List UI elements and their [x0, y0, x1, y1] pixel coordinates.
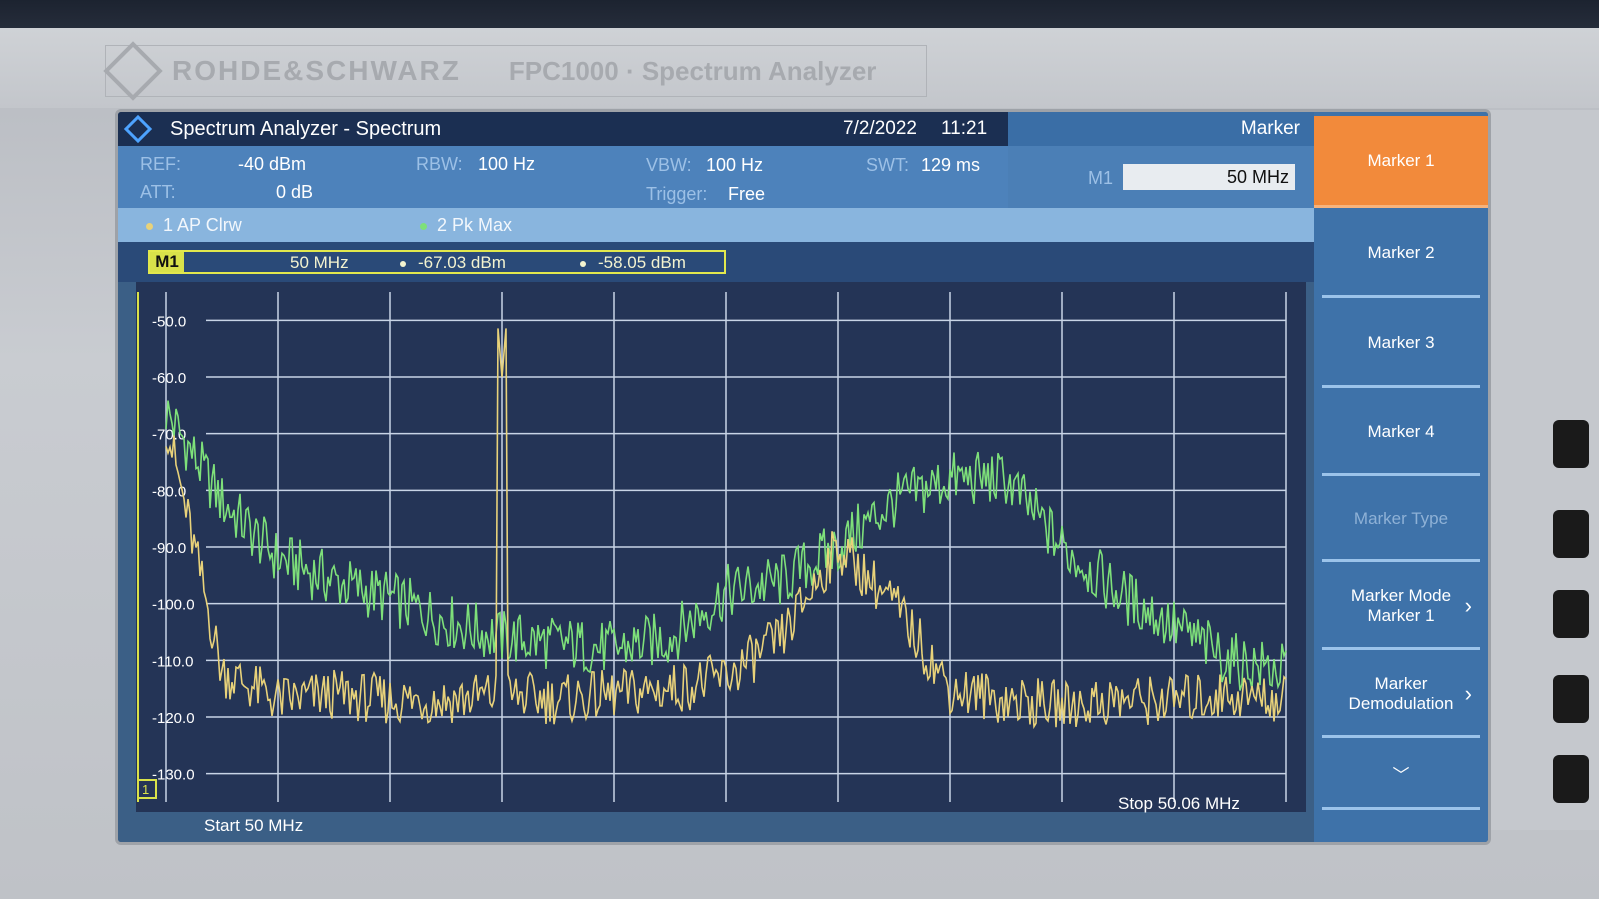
hardware-keypad	[1479, 110, 1599, 830]
trace-2-label: 2 Pk Max	[437, 215, 513, 235]
marker-readout[interactable]: M1 50 MHz -67.03 dBm -58.05 dBm	[148, 250, 726, 274]
trace-line-1	[165, 400, 1287, 691]
softkey-label: Marker 1	[1367, 150, 1435, 170]
softkey-menu: Marker 1 Marker 2 Marker 3 Marker 4 Marker T…	[1314, 112, 1488, 842]
y-tick-label: -70.0	[152, 427, 186, 444]
trace-tag-label: 1	[142, 782, 149, 797]
trace-line-2	[165, 328, 1287, 730]
trace1-dot-icon	[400, 260, 406, 267]
trace-2-dot-icon	[420, 222, 427, 230]
chevron-right-icon: ›	[1464, 592, 1472, 618]
rbw-label: RBW:	[416, 154, 463, 174]
chevron-right-icon: ›	[1464, 680, 1472, 706]
spectrum-chart[interactable]: -50.0 -60.0 -70.0 -80.0 -90.0 -100.0 -110.0 -12…	[136, 282, 1306, 812]
marker-readout-bar: M1 50 MHz -67.03 dBm -58.05 dBm	[118, 242, 1314, 282]
y-tick-label: -110.0	[152, 653, 193, 670]
swt-value[interactable]: 129 ms	[921, 155, 981, 175]
marker-trace2-level: -58.05 dBm	[580, 253, 686, 273]
time-display: 11:21	[941, 118, 988, 139]
softkey-7[interactable]: Marker Demodulation ›	[1322, 652, 1480, 738]
rs-logo-icon	[103, 41, 163, 101]
hardware-key[interactable]	[1553, 755, 1589, 803]
ref-label: REF:	[140, 154, 182, 174]
spectrum-plot[interactable]: -50.0 -60.0 -70.0 -80.0 -90.0 -100.0 -110.0 -12…	[136, 282, 1306, 812]
marker-entry-panel: M1 50 MHz	[1008, 146, 1314, 208]
vbw-label: VBW:	[646, 155, 692, 175]
model-name: FPC1000 · Spectrum Analyzer	[508, 55, 877, 86]
trace-1-dot-icon	[146, 222, 153, 230]
marker-trace1-value: -67.03 dBm	[418, 253, 506, 272]
softkey-label: Marker Type	[1353, 508, 1449, 528]
softkey-label: Marker 2	[1367, 242, 1435, 262]
softkey-label: Marker Mode Marker 1	[1350, 585, 1452, 625]
trace2-dot-icon	[580, 260, 586, 267]
app-title: Spectrum Analyzer - Spectrum	[170, 117, 442, 140]
date-display: 7/2/2022	[843, 118, 917, 139]
m1-entry-label: M1	[1088, 168, 1114, 188]
app-logo-icon	[123, 114, 153, 144]
title-bar: Spectrum Analyzer - Spectrum 7/2/2022 11…	[118, 112, 1008, 146]
softkey-label: Marker 3	[1367, 332, 1435, 352]
y-tick-label: -60.0	[152, 370, 186, 387]
y-tick-label: -120.0	[152, 710, 195, 727]
brand-name: ROHDE&SCHWARZ	[172, 55, 461, 86]
hardware-key[interactable]	[1553, 420, 1589, 468]
settings-panel[interactable]: REF: -40 dBm ATT: 0 dB RBW: 100 Hz VBW: …	[118, 146, 1008, 208]
y-tick-label: -100.0	[152, 597, 195, 614]
menu-header: Marker	[1008, 112, 1314, 146]
softkey-5: Marker Type	[1322, 478, 1480, 562]
vbw-value[interactable]: 100 Hz	[706, 155, 764, 175]
softkey-2[interactable]: Marker 2	[1322, 210, 1480, 298]
att-label: ATT:	[140, 182, 176, 202]
brand-label: ROHDE&SCHWARZ FPC1000 · Spectrum Analyze…	[103, 41, 927, 101]
softkey-3[interactable]: Marker 3	[1322, 300, 1480, 388]
trigger-value[interactable]: Free	[728, 184, 766, 204]
marker-trace1-level: -67.03 dBm	[400, 253, 506, 273]
softkey-6[interactable]: Marker Mode Marker 1 ›	[1322, 564, 1480, 650]
trace-1-label: 1 AP Clrw	[163, 215, 242, 235]
softkey-4[interactable]: Marker 4	[1322, 390, 1480, 476]
swt-label: SWT:	[866, 155, 909, 175]
att-value[interactable]: 0 dB	[276, 182, 314, 202]
frequency-axis: Start 50 MHz Stop 50.06 MHz	[118, 794, 1314, 842]
marker-trace2-value: -58.05 dBm	[598, 253, 686, 272]
display-screen: Spectrum Analyzer - Spectrum 7/2/2022 11…	[118, 112, 1488, 842]
m1-frequency-input[interactable]: 50 MHz	[1123, 164, 1295, 190]
softkey-label: ﹀	[1392, 766, 1410, 785]
y-tick-label: -130.0	[152, 767, 195, 784]
y-tick-label: -80.0	[152, 483, 186, 500]
softkey-label: Marker 4	[1367, 421, 1435, 441]
start-frequency: Start 50 MHz	[204, 816, 304, 835]
softkey-label: Marker Demodulation	[1348, 673, 1454, 713]
softkey-8[interactable]: ﹀	[1322, 740, 1480, 810]
trace-2-legend[interactable]: 2 Pk Max	[420, 215, 512, 236]
hardware-key[interactable]	[1553, 510, 1589, 558]
hardware-key[interactable]	[1553, 675, 1589, 723]
instrument-bezel	[0, 28, 1599, 108]
marker-m1-indicator	[137, 779, 157, 799]
trigger-label: Trigger:	[646, 184, 708, 204]
trace-legend: 1 AP Clrw 2 Pk Max	[118, 208, 1314, 242]
rbw-value[interactable]: 100 Hz	[478, 154, 536, 174]
softkey-1[interactable]: Marker 1	[1314, 116, 1488, 208]
y-tick-label: -50.0	[152, 313, 186, 330]
marker-frequency: 50 MHz	[290, 253, 349, 272]
hardware-key[interactable]	[1553, 590, 1589, 638]
ref-value[interactable]: -40 dBm	[238, 154, 307, 174]
trace-1-legend[interactable]: 1 AP Clrw	[146, 215, 242, 236]
y-tick-label: -90.0	[152, 540, 186, 557]
stop-frequency: Stop 50.06 MHz	[1118, 794, 1240, 813]
marker-tag: M1	[150, 252, 184, 272]
